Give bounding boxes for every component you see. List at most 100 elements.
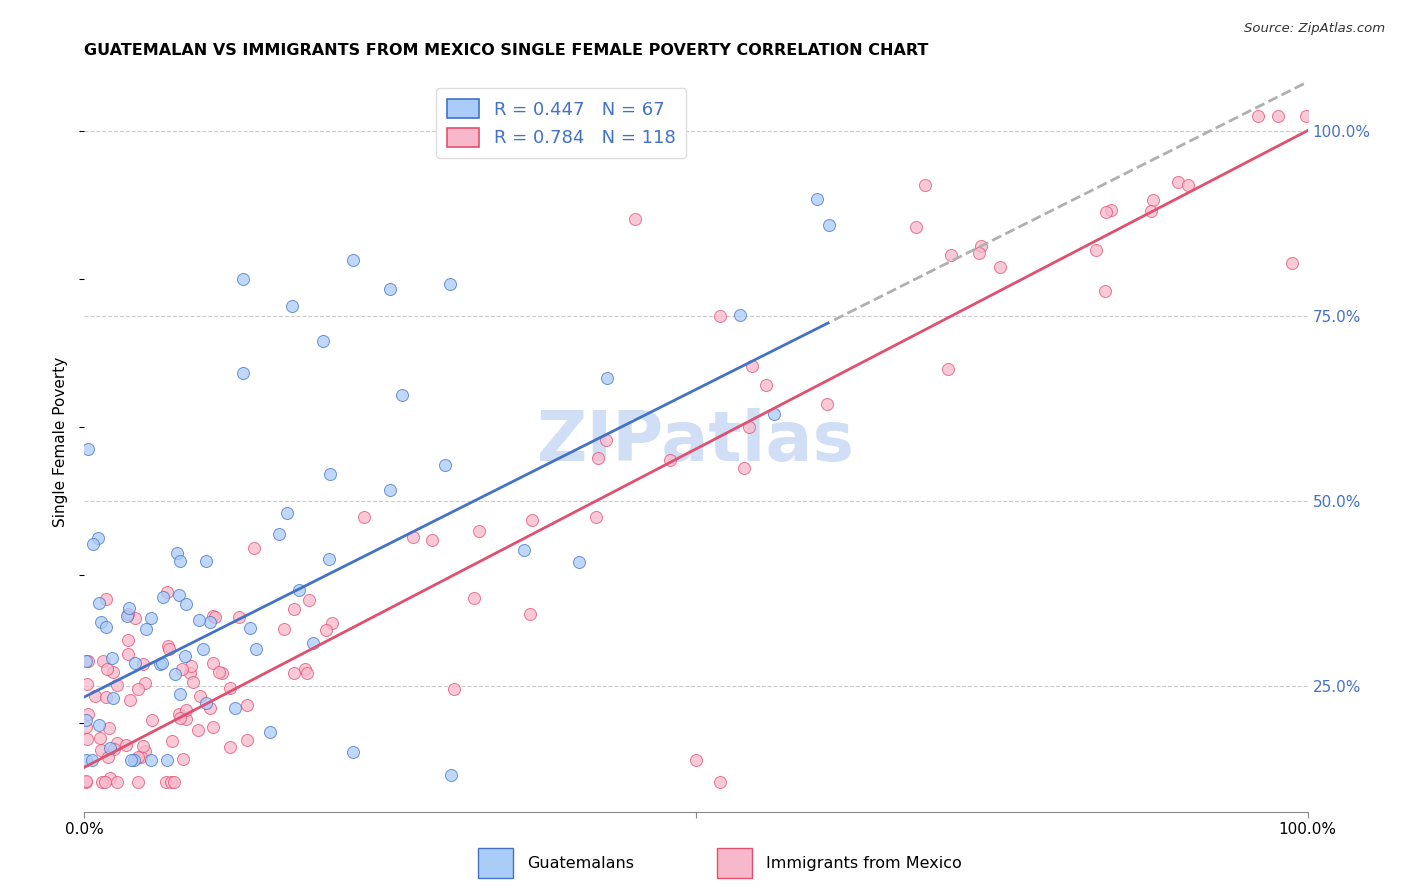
Point xyxy=(169,687,191,701)
Point xyxy=(596,371,619,385)
Point xyxy=(232,366,254,380)
Point xyxy=(294,662,316,676)
Point xyxy=(127,750,149,764)
Point xyxy=(1281,255,1303,269)
Point xyxy=(75,654,97,668)
Point xyxy=(118,600,141,615)
Point xyxy=(180,659,202,673)
Point xyxy=(135,622,157,636)
Point xyxy=(1140,204,1163,219)
Point xyxy=(188,613,211,627)
Point xyxy=(321,615,343,630)
Point xyxy=(283,666,305,681)
Point xyxy=(174,649,197,664)
Point xyxy=(969,239,991,253)
Point xyxy=(90,775,112,789)
Point xyxy=(439,277,461,291)
Point xyxy=(391,387,413,401)
Point xyxy=(273,622,295,636)
Point xyxy=(463,591,485,606)
Point xyxy=(191,642,214,657)
Point xyxy=(141,713,163,727)
Point xyxy=(155,775,177,789)
Point xyxy=(122,753,145,767)
Point xyxy=(380,483,402,497)
Point xyxy=(94,775,117,789)
Point xyxy=(188,689,211,703)
Point xyxy=(163,775,186,789)
Point xyxy=(170,662,193,676)
Point xyxy=(245,641,267,656)
Point xyxy=(156,753,179,767)
Point xyxy=(169,711,191,725)
Point xyxy=(298,593,321,607)
Point xyxy=(380,282,402,296)
Point xyxy=(105,678,128,692)
Point xyxy=(728,308,751,322)
Point xyxy=(585,510,607,524)
Point xyxy=(467,524,489,539)
Point xyxy=(434,458,457,472)
Point xyxy=(90,615,112,629)
Point xyxy=(302,636,325,650)
Point xyxy=(167,588,190,602)
Point xyxy=(259,724,281,739)
Point xyxy=(132,657,155,671)
Text: Immigrants from Mexico: Immigrants from Mexico xyxy=(766,855,962,871)
Point xyxy=(118,692,141,706)
Point xyxy=(522,513,544,527)
Point xyxy=(733,461,755,475)
Point xyxy=(567,555,589,569)
Point xyxy=(174,713,197,727)
Point xyxy=(318,552,340,566)
Point xyxy=(124,656,146,670)
Point xyxy=(990,260,1012,274)
Point xyxy=(905,219,928,234)
Point xyxy=(105,736,128,750)
Point xyxy=(1085,243,1108,257)
Point xyxy=(202,609,225,624)
Point xyxy=(741,359,763,373)
Point xyxy=(75,753,97,767)
Point xyxy=(101,665,124,679)
Point xyxy=(967,246,990,260)
Point xyxy=(156,585,179,599)
Point xyxy=(103,691,125,706)
Point xyxy=(157,640,180,654)
Point xyxy=(1094,285,1116,299)
Point xyxy=(179,665,201,680)
Point xyxy=(195,554,218,568)
Point xyxy=(659,453,682,467)
Point xyxy=(132,739,155,753)
Point xyxy=(172,751,194,765)
Point xyxy=(134,744,156,758)
Point xyxy=(174,597,197,611)
Point xyxy=(75,713,97,727)
Point xyxy=(318,467,340,481)
Point xyxy=(512,543,534,558)
Point xyxy=(219,681,242,695)
Point xyxy=(208,665,231,680)
Point xyxy=(150,656,173,670)
Point xyxy=(353,510,375,524)
Point xyxy=(149,657,172,671)
Point xyxy=(312,334,335,348)
Point xyxy=(75,720,97,734)
Point xyxy=(84,690,107,704)
Point xyxy=(98,771,121,785)
Point xyxy=(117,647,139,661)
Point xyxy=(1095,205,1118,219)
Point xyxy=(818,218,841,232)
Text: ZIPatlas: ZIPatlas xyxy=(537,408,855,475)
Point xyxy=(169,554,191,568)
Point xyxy=(738,419,761,434)
Point xyxy=(96,662,118,676)
Point xyxy=(806,192,828,206)
Point xyxy=(342,252,364,267)
Point xyxy=(89,596,111,610)
Point xyxy=(100,741,122,756)
Point xyxy=(105,775,128,789)
Point xyxy=(96,591,118,606)
Point xyxy=(159,775,181,789)
Bar xyxy=(717,848,752,878)
